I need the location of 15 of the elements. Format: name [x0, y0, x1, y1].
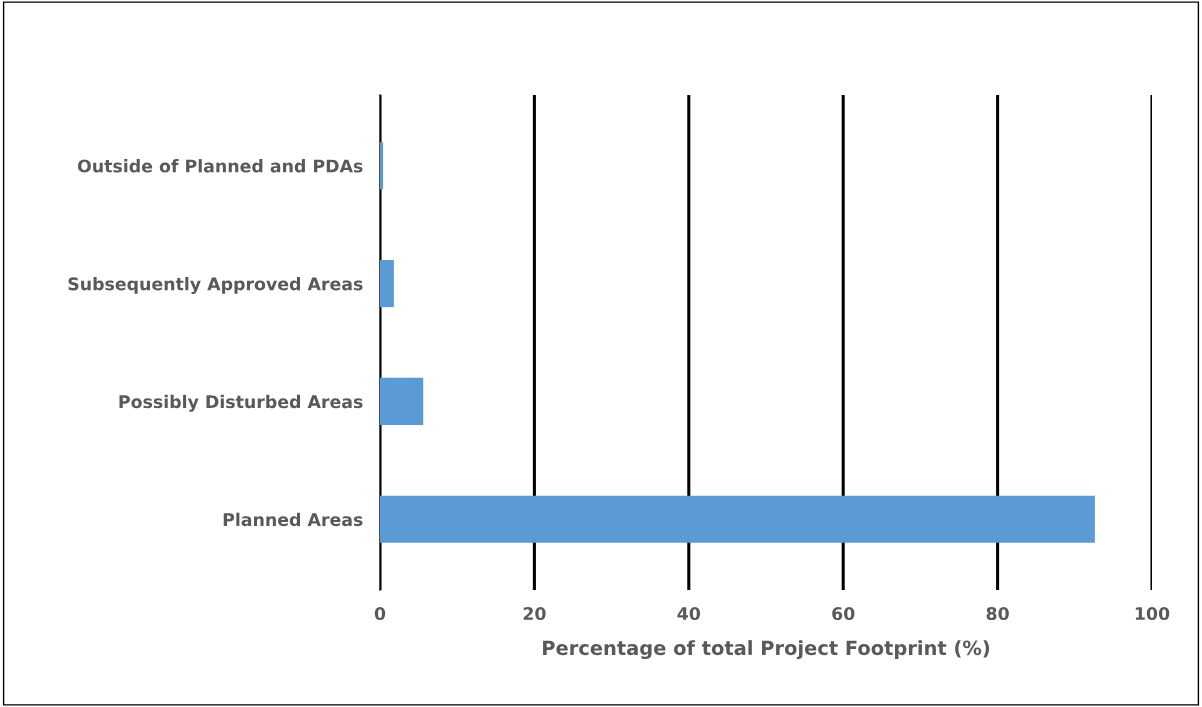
bar	[380, 377, 424, 425]
y-tick-label: Planned Areas	[223, 512, 363, 527]
x-tick-label: 40	[677, 606, 701, 621]
y-tick-label: Possibly Disturbed Areas	[119, 394, 363, 412]
x-tick-label: 100	[1135, 606, 1170, 621]
bar	[380, 495, 1095, 543]
x-tick-label: 0	[374, 606, 386, 621]
x-tick-label: 20	[523, 606, 546, 621]
x-tick-label: 80	[986, 606, 1009, 621]
bar	[380, 260, 394, 308]
x-axis-title: Percentage of total Project Footprint (%)	[543, 640, 990, 660]
y-tick-label: Outside of Planned and PDAs	[77, 159, 363, 173]
bar	[380, 142, 384, 190]
x-tick-label: 60	[832, 606, 855, 621]
y-tick-label: Subsequently Approved Areas	[68, 276, 363, 294]
